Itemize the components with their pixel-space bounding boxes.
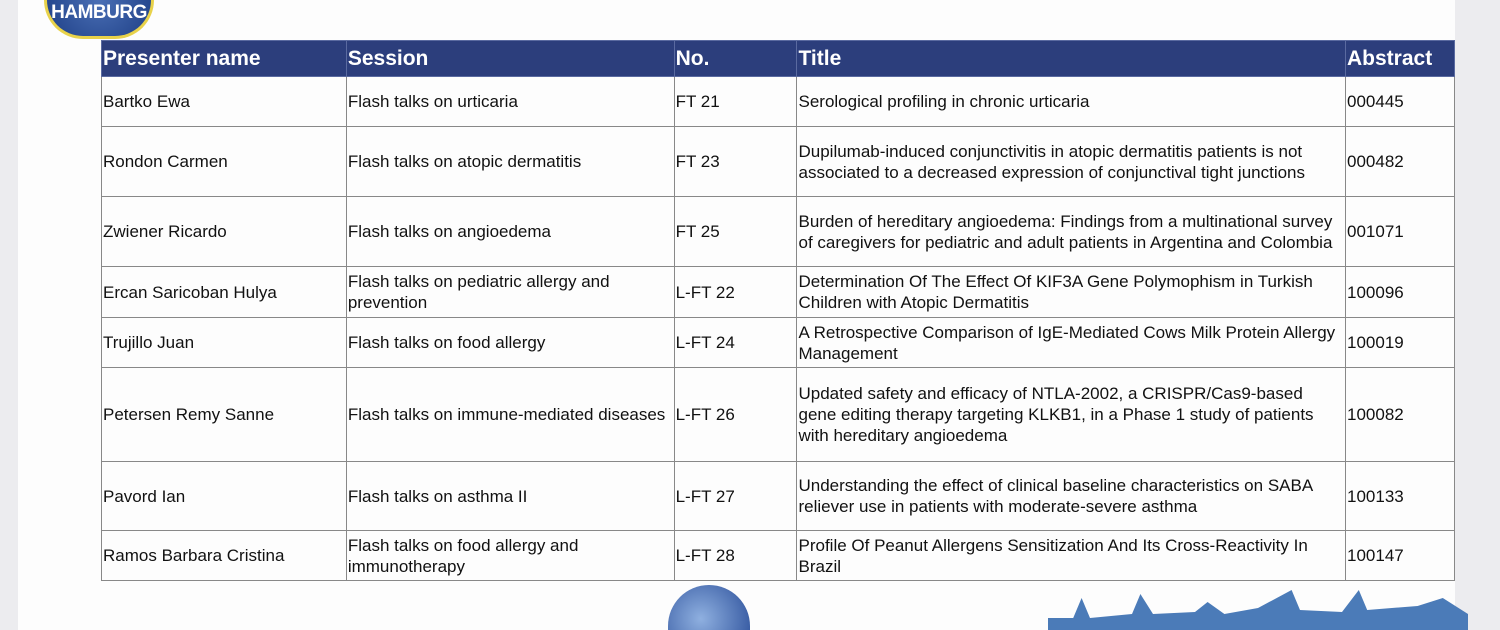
- header-title: Title: [796, 40, 1346, 77]
- cell-session: Flash talks on immune-mediated diseases: [345, 367, 675, 462]
- table-row: Ercan Saricoban Hulya Flash talks on pedi…: [101, 266, 1455, 318]
- presentations-table: Presenter name Session No. Title Abstract Ba…: [101, 40, 1455, 581]
- cell-number: L-FT 26: [673, 367, 798, 462]
- cell-abstract: 100147: [1345, 530, 1455, 581]
- cell-title: Understanding the effect of clinical bas…: [796, 461, 1346, 531]
- cell-session: Flash talks on food allergy: [345, 317, 675, 368]
- cell-session: Flash talks on asthma II: [345, 461, 675, 531]
- cell-number: L-FT 22: [673, 266, 798, 318]
- cell-session: Flash talks on pediatric allergy and pre…: [345, 266, 675, 318]
- cell-title: Profile Of Peanut Allergens Sensitizatio…: [796, 530, 1346, 581]
- hamburg-logo: HAMBURG: [44, 0, 154, 39]
- cell-title: A Retrospective Comparison of IgE-Mediat…: [796, 317, 1346, 368]
- cell-title: Dupilumab-induced conjunctivitis in atop…: [796, 126, 1346, 197]
- cell-title: Updated safety and efficacy of NTLA-2002…: [796, 367, 1346, 462]
- cell-presenter-name: Petersen Remy Sanne: [101, 367, 347, 462]
- cell-title: Burden of hereditary angioedema: Finding…: [796, 196, 1346, 267]
- cell-number: L-FT 28: [673, 530, 798, 581]
- slide: HAMBURG Presenter name Session No. Title Abs…: [18, 0, 1468, 630]
- cell-number: FT 25: [673, 196, 798, 267]
- cell-presenter-name: Ercan Saricoban Hulya: [101, 266, 347, 318]
- cell-abstract: 100019: [1345, 317, 1455, 368]
- table-row: Petersen Remy Sanne Flash talks on immune…: [101, 367, 1455, 462]
- cell-session: Flash talks on angioedema: [345, 196, 675, 267]
- cell-session: Flash talks on atopic dermatitis: [345, 126, 675, 197]
- cell-number: FT 23: [673, 126, 798, 197]
- cell-number: L-FT 27: [673, 461, 798, 531]
- table-row: Bartko Ewa Flash talks on urticaria FT 21 S…: [101, 76, 1455, 127]
- cell-number: FT 21: [673, 76, 798, 127]
- cell-abstract: 100096: [1345, 266, 1455, 318]
- table-row: Rondon Carmen Flash talks on atopic derma…: [101, 126, 1455, 197]
- cell-presenter-name: Bartko Ewa: [101, 76, 347, 127]
- table-row: Ramos Barbara Cristina Flash talks on foo…: [101, 530, 1455, 581]
- header-presenter-name: Presenter name: [101, 40, 347, 77]
- cell-abstract: 001071: [1345, 196, 1455, 267]
- cell-session: Flash talks on urticaria: [345, 76, 675, 127]
- header-number: No.: [673, 40, 798, 77]
- table-header-row: Presenter name Session No. Title Abstract: [101, 40, 1455, 77]
- cell-presenter-name: Zwiener Ricardo: [101, 196, 347, 267]
- cell-abstract: 000445: [1345, 76, 1455, 127]
- cell-title: Determination Of The Effect Of KIF3A Gen…: [796, 266, 1346, 318]
- cell-presenter-name: Trujillo Juan: [101, 317, 347, 368]
- cell-abstract: 100133: [1345, 461, 1455, 531]
- cell-abstract: 000482: [1345, 126, 1455, 197]
- city-skyline-graphic: [1048, 590, 1468, 630]
- cell-abstract: 100082: [1345, 367, 1455, 462]
- table-row: Zwiener Ricardo Flash talks on angioedema…: [101, 196, 1455, 267]
- table-row: Trujillo Juan Flash talks on food allergy…: [101, 317, 1455, 368]
- header-session: Session: [345, 40, 675, 77]
- cell-presenter-name: Rondon Carmen: [101, 126, 347, 197]
- cell-session: Flash talks on food allergy and immunoth…: [345, 530, 675, 581]
- cell-title: Serological profiling in chronic urticar…: [796, 76, 1346, 127]
- header-abstract: Abstract: [1345, 40, 1455, 77]
- table-row: Pavord Ian Flash talks on asthma II L-FT 2…: [101, 461, 1455, 531]
- globe-logo: [668, 585, 750, 630]
- cell-presenter-name: Ramos Barbara Cristina: [101, 530, 347, 581]
- cell-presenter-name: Pavord Ian: [101, 461, 347, 531]
- cell-number: L-FT 24: [673, 317, 798, 368]
